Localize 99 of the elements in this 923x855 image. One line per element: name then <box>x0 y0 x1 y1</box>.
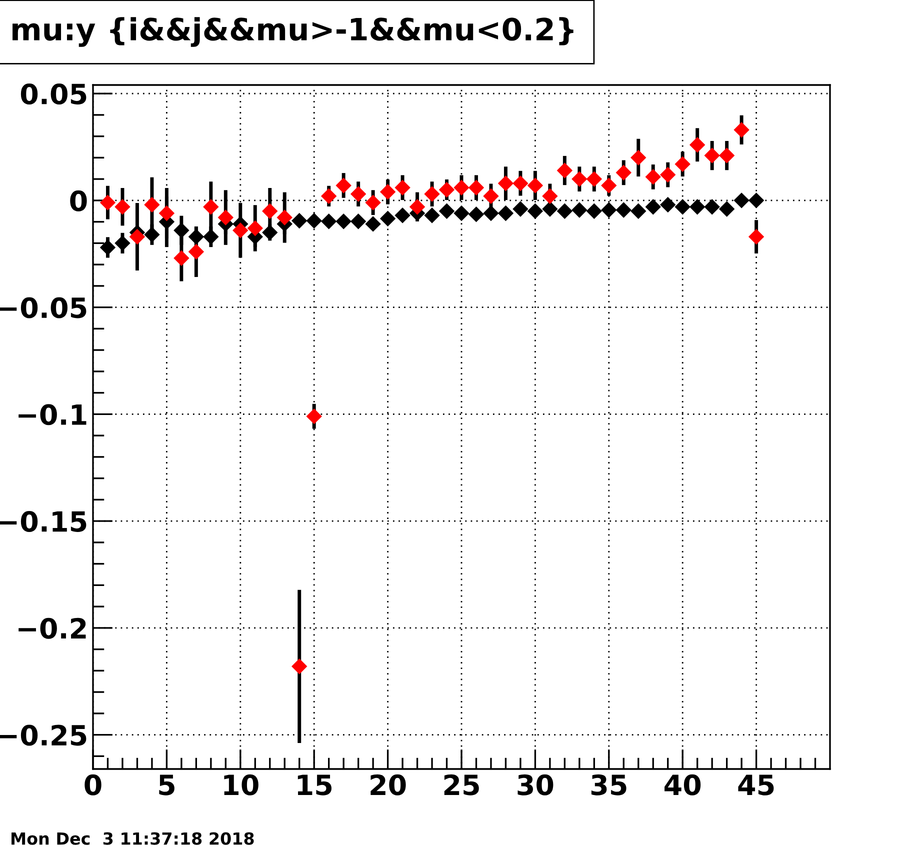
point <box>203 229 218 244</box>
x-tick-label: 15 <box>298 774 332 796</box>
point <box>321 188 336 204</box>
point <box>203 199 218 214</box>
point <box>616 165 632 180</box>
point <box>704 199 720 214</box>
y-tick-label: 0.05 <box>20 83 86 104</box>
point <box>262 224 278 240</box>
point <box>690 137 705 152</box>
point <box>748 229 764 244</box>
point <box>572 171 587 187</box>
point <box>410 199 425 214</box>
y-tick-label: 0 <box>70 190 87 212</box>
point <box>188 244 204 260</box>
point <box>498 176 514 191</box>
point <box>454 206 470 221</box>
point <box>734 122 750 138</box>
point <box>646 199 661 214</box>
point <box>144 197 160 212</box>
point <box>719 148 734 164</box>
point <box>719 201 734 217</box>
point <box>557 162 572 178</box>
x-tick-label: 30 <box>518 774 554 796</box>
point <box>232 222 248 238</box>
point <box>660 167 676 182</box>
x-tick-label: 20 <box>370 774 406 796</box>
x-tick-label: 45 <box>738 774 774 796</box>
point <box>468 206 484 222</box>
point <box>557 204 572 219</box>
text: Mon Dec 3 11:37:18 2018 <box>12 832 254 845</box>
point <box>394 208 410 223</box>
point <box>734 192 750 208</box>
point <box>350 186 366 202</box>
point <box>528 204 543 219</box>
point <box>336 214 352 229</box>
point <box>248 220 263 236</box>
point <box>586 204 602 219</box>
point <box>439 204 454 219</box>
point <box>292 658 307 674</box>
point <box>262 204 278 219</box>
point <box>660 197 676 212</box>
point <box>114 236 130 251</box>
point <box>675 199 690 214</box>
point <box>159 206 174 221</box>
point <box>454 180 470 196</box>
point <box>306 408 322 424</box>
point <box>601 202 616 218</box>
point <box>100 240 116 256</box>
point <box>350 214 366 229</box>
point <box>601 178 616 194</box>
point <box>646 169 661 184</box>
point <box>630 204 646 219</box>
point <box>572 202 587 218</box>
point <box>114 199 130 214</box>
point <box>130 229 145 244</box>
point <box>365 216 381 232</box>
point <box>690 199 705 214</box>
point <box>483 206 499 221</box>
point <box>100 194 116 210</box>
point <box>542 201 558 217</box>
point <box>512 176 528 191</box>
point <box>439 182 454 198</box>
y-tick-label: −0.2 <box>18 618 86 639</box>
point <box>144 227 160 242</box>
x-tick-label: 0 <box>84 774 102 796</box>
point <box>174 250 190 266</box>
point <box>292 213 307 228</box>
chart-title: mu:y {i&&j&&mu>-1&&mu<0.2} <box>12 17 574 47</box>
x-tick-label: 40 <box>664 774 701 796</box>
point <box>218 210 234 226</box>
point <box>336 178 352 194</box>
point <box>424 186 440 202</box>
point <box>188 229 204 244</box>
point <box>483 188 499 204</box>
point <box>630 150 646 166</box>
point <box>542 188 558 204</box>
point <box>748 192 764 208</box>
point <box>586 171 602 187</box>
point <box>306 213 322 228</box>
point <box>512 201 528 217</box>
x-tick-label: 10 <box>224 774 258 796</box>
point <box>468 180 484 196</box>
x-tick-label: 35 <box>591 774 626 796</box>
point <box>498 206 514 221</box>
point <box>424 208 440 223</box>
point <box>394 180 410 196</box>
point <box>380 184 396 200</box>
point <box>365 194 381 210</box>
point <box>321 214 336 229</box>
x-tick-label: 5 <box>159 774 174 796</box>
point <box>380 211 396 226</box>
point <box>616 202 632 218</box>
point <box>174 222 190 238</box>
x-tick-label: 25 <box>444 774 479 796</box>
point <box>277 210 292 226</box>
point <box>675 156 690 172</box>
point <box>528 178 543 194</box>
y-tick-label: −0.1 <box>18 404 86 426</box>
point <box>704 148 720 164</box>
